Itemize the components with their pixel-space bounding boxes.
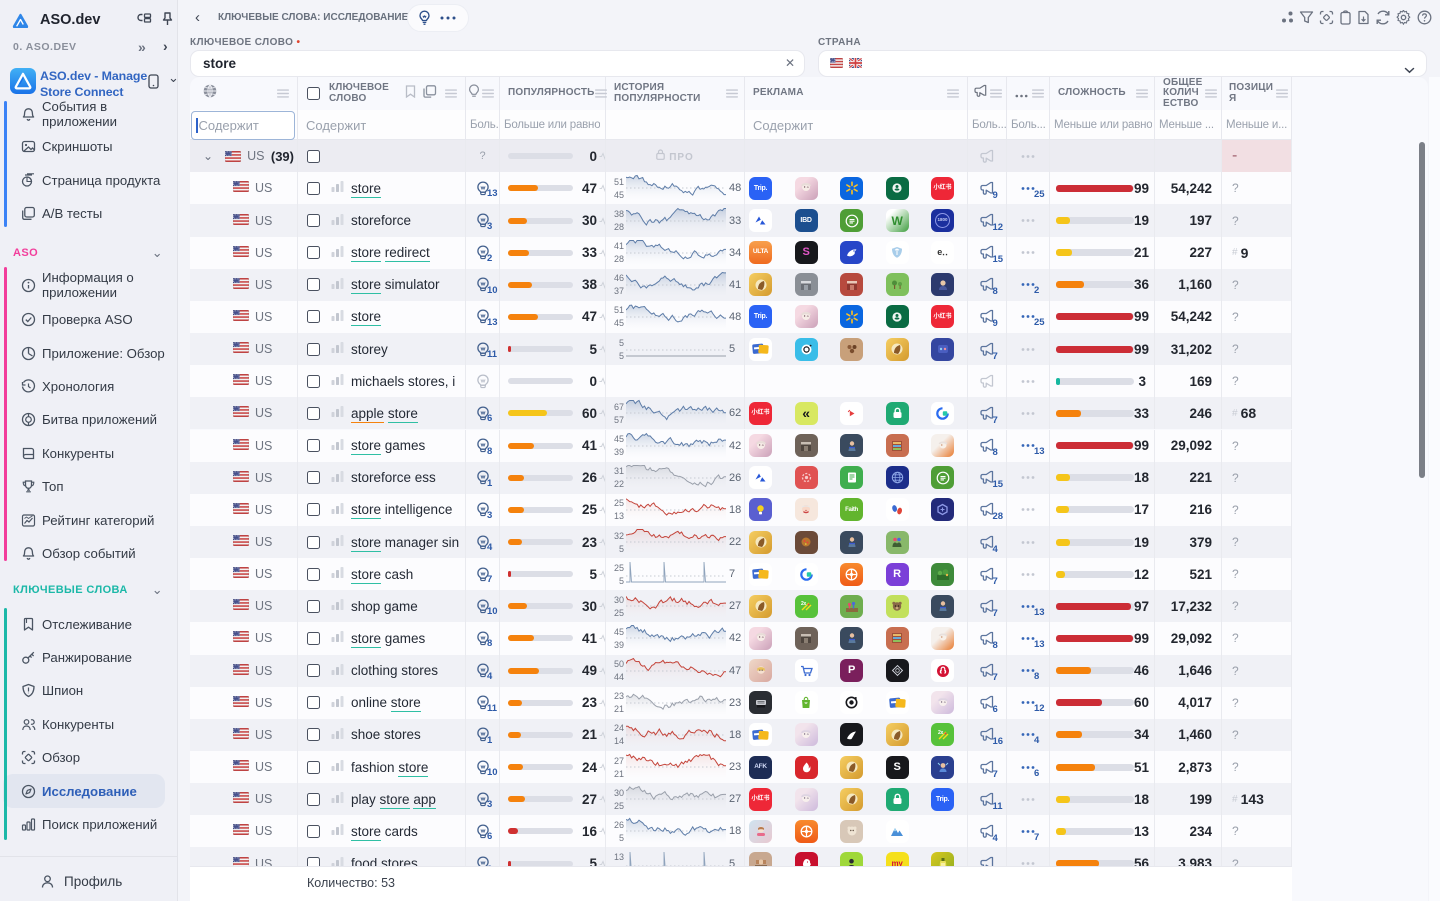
svg-text:2x: 2x	[801, 601, 806, 607]
svg-text:2x: 2x	[938, 730, 943, 736]
